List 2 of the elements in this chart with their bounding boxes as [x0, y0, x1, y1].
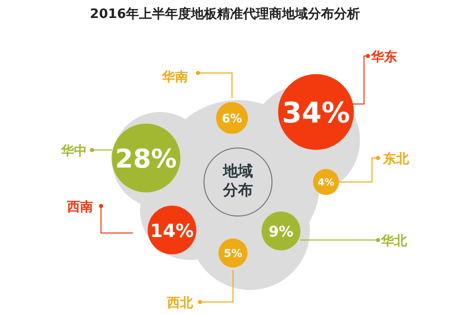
title: 2016年上半年度地板精准代理商地域分布分析 [90, 7, 360, 22]
text: 地域分布 [222, 162, 253, 199]
